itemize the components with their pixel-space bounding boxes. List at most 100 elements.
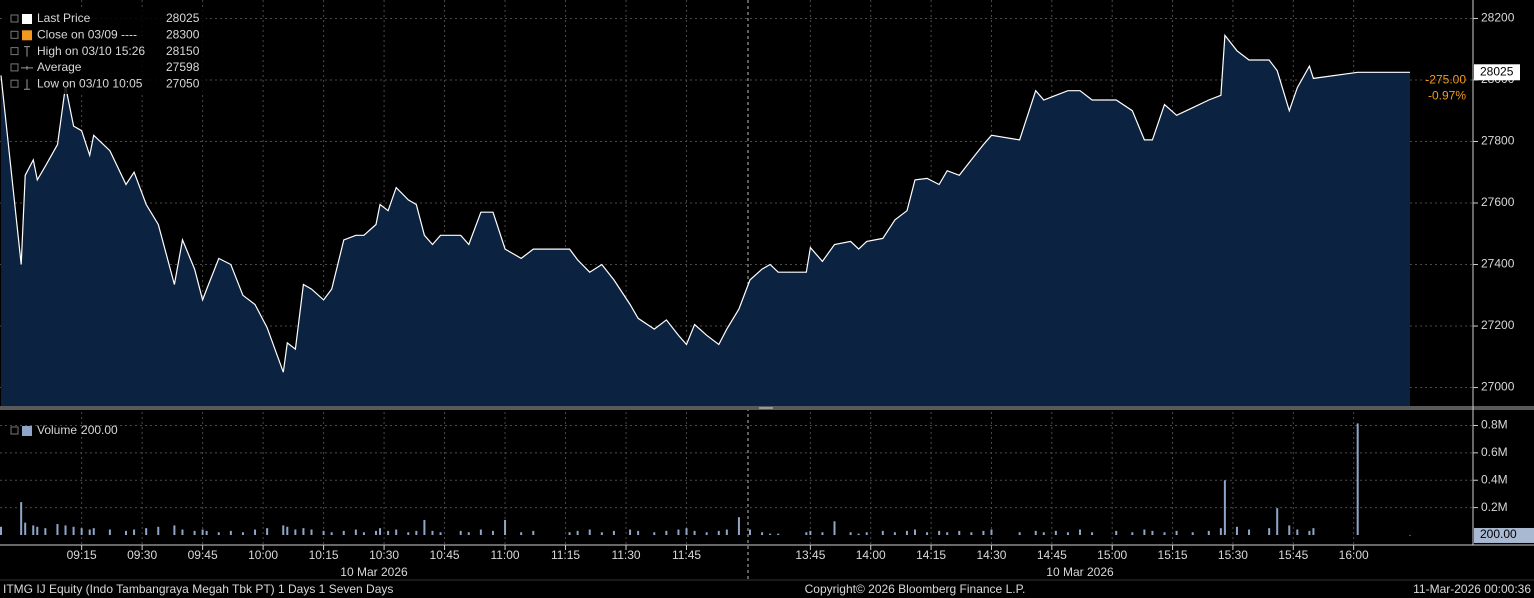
last-volume-box (1474, 527, 1534, 543)
volume-bar (108, 529, 111, 535)
volume-bar (157, 526, 160, 535)
volume-bar (379, 528, 382, 535)
volume-bar (92, 528, 95, 535)
volume-bar (1308, 530, 1311, 535)
volume-bar (286, 526, 289, 535)
legend-box (4, 8, 206, 94)
volume-bar (133, 529, 136, 535)
volume-bar (24, 522, 27, 535)
volume-bar (833, 521, 836, 535)
volume-bar (56, 524, 59, 535)
legend-swatch (22, 426, 32, 436)
x-tick-label: 11:15 (551, 548, 580, 562)
volume-bar (354, 529, 357, 535)
legend-value: 27598 (166, 60, 200, 74)
volume-bar (1356, 423, 1359, 535)
volume-bar (982, 530, 985, 535)
volume-bar (44, 528, 47, 535)
volume-bar (125, 530, 128, 535)
y-tick-label: 27600 (1481, 195, 1515, 209)
legend-name: Volume (37, 423, 77, 437)
legend-name: Last Price (37, 11, 91, 25)
price-line (0, 33, 1410, 373)
volume-bar (32, 525, 35, 535)
footer-right: 11-Mar-2026 00:00:36 (1413, 582, 1531, 596)
volume-bar (193, 530, 196, 535)
volume-bar (423, 519, 426, 535)
volume-bar (64, 525, 67, 535)
legend-name: Close on 03/09 ---- (37, 27, 137, 41)
volume-bar (1276, 508, 1279, 535)
volume-bar (970, 532, 973, 535)
volume-bar (1131, 532, 1134, 535)
volume-bar (229, 530, 232, 535)
area-fill (1, 35, 1410, 407)
volume-bar (905, 530, 908, 535)
date-label: 10 Mar 2026 (340, 565, 408, 579)
legend-collapse (10, 79, 19, 88)
volume-bar (769, 533, 772, 535)
change-label: -275.00 (1425, 72, 1466, 86)
volume-bar (1143, 529, 1146, 535)
volume-bar (431, 530, 434, 535)
y-tick-label: 0.6M (1481, 445, 1508, 459)
volume-bar (677, 529, 680, 535)
volume-bar (36, 526, 39, 535)
volume-bar (1091, 532, 1094, 535)
volume-bar (520, 532, 523, 535)
volume-bar (479, 529, 482, 535)
volume-bar (1054, 530, 1057, 535)
volume-bar (342, 530, 345, 535)
legend-value: 27050 (166, 76, 200, 90)
x-tick-label: 09:15 (67, 548, 97, 562)
volume-bar (310, 529, 313, 535)
volume-bar (958, 530, 961, 535)
volume-bar (1191, 532, 1194, 535)
volume-bar (990, 529, 993, 535)
volume-bar (926, 532, 929, 535)
y-tick-label: 0.4M (1481, 472, 1508, 486)
x-tick-label: 14:15 (916, 548, 946, 562)
volume-bar (881, 530, 884, 535)
volume-bar (1288, 525, 1291, 535)
volume-bar (330, 532, 333, 535)
x-tick-label: 14:45 (1037, 548, 1067, 562)
legend-value: 200.00 (81, 423, 118, 437)
y-tick-label: 27800 (1481, 134, 1515, 148)
volume-bar (576, 530, 579, 535)
volume-bar (302, 528, 305, 535)
x-tick-label: 15:30 (1218, 548, 1248, 562)
y-tick-label: 0.8M (1481, 418, 1508, 432)
volume-bar (217, 532, 220, 535)
legend-value: 28150 (166, 44, 200, 58)
legend-collapse (10, 63, 19, 72)
volume-bar (467, 532, 470, 535)
volume-bar (322, 530, 325, 535)
volume-bar (1018, 532, 1021, 535)
volume-bar (395, 529, 398, 535)
volume-bar (20, 502, 23, 535)
volume-bar (1235, 526, 1238, 535)
volume-bar (439, 532, 442, 535)
volume-bar (1207, 530, 1210, 535)
legend-value: 28025 (166, 11, 200, 25)
volume-bar (1312, 528, 1315, 535)
volume-bar (1219, 528, 1222, 535)
volume-bar (1223, 480, 1226, 535)
footer-left: ITMG IJ Equity (Indo Tambangraya Megah T… (3, 582, 393, 596)
volume-bar (387, 530, 390, 535)
splitter-handle (759, 407, 773, 409)
volume-bar (705, 532, 708, 535)
volume-bar (266, 528, 269, 535)
last-price-label: 28025 (1480, 64, 1514, 78)
legend-icon (24, 46, 30, 57)
volume-bar (504, 519, 507, 535)
x-tick-label: 10:30 (369, 548, 399, 562)
volume-bar (88, 529, 91, 535)
volume-bar (588, 529, 591, 535)
volume-bar (72, 526, 75, 535)
x-tick-label: 15:00 (1097, 548, 1127, 562)
volume-bar (938, 530, 941, 535)
volume-bar (865, 532, 868, 535)
